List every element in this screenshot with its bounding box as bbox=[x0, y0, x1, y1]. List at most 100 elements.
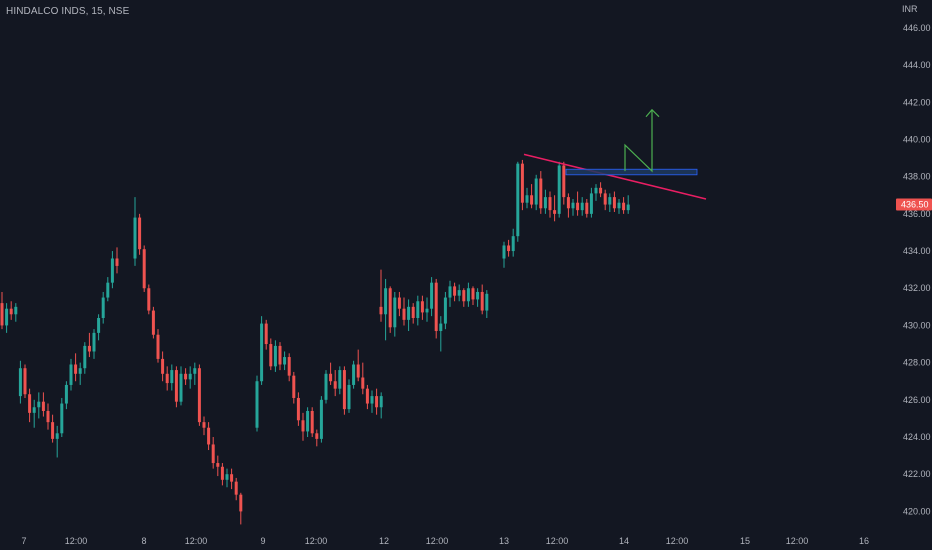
candle-body bbox=[37, 401, 41, 408]
last-price-label: 436.50 bbox=[901, 200, 929, 210]
candle-body bbox=[69, 364, 73, 385]
time-tick-label: 15 bbox=[740, 536, 750, 546]
candle-body bbox=[156, 334, 160, 359]
candles-layer bbox=[0, 159, 630, 525]
candle-body bbox=[525, 195, 529, 203]
price-tick-label: 424.00 bbox=[903, 432, 931, 442]
candle-body bbox=[142, 249, 146, 289]
candle-body bbox=[188, 373, 192, 380]
candle-body bbox=[502, 245, 506, 259]
candle-body bbox=[174, 370, 178, 402]
price-tick-label: 432.00 bbox=[903, 283, 931, 293]
candle-body bbox=[599, 187, 603, 194]
candle-body bbox=[83, 345, 87, 369]
candle-body bbox=[356, 364, 360, 378]
candle-body bbox=[347, 384, 351, 410]
candle-body bbox=[388, 288, 392, 328]
candle-body bbox=[193, 368, 197, 374]
candle-body bbox=[273, 345, 277, 367]
candle-body bbox=[397, 297, 401, 309]
supply-zone-rectangle[interactable] bbox=[565, 168, 698, 176]
candle-body bbox=[416, 301, 420, 318]
time-tick-label: 16 bbox=[859, 536, 869, 546]
candle-body bbox=[197, 368, 201, 423]
candle-body bbox=[260, 323, 264, 382]
candle-body bbox=[5, 308, 9, 326]
price-tick-label: 420.00 bbox=[903, 506, 931, 516]
candle-body bbox=[14, 306, 18, 315]
time-tick-label: 13 bbox=[499, 536, 509, 546]
candle-body bbox=[92, 332, 96, 352]
candle-body bbox=[239, 494, 243, 512]
candle-body bbox=[553, 210, 557, 214]
candle-body bbox=[370, 396, 374, 404]
candle-body bbox=[507, 245, 511, 252]
candle-body bbox=[60, 403, 64, 434]
candle-body bbox=[41, 401, 45, 411]
symbol-title[interactable]: HINDALCO INDS, 15, NSE bbox=[6, 6, 130, 17]
candle-body bbox=[562, 165, 566, 198]
candle-body bbox=[534, 178, 538, 205]
candle-body bbox=[342, 370, 346, 410]
candle-body bbox=[375, 396, 379, 408]
price-tick-label: 440.00 bbox=[903, 134, 931, 144]
price-tick-label: 426.00 bbox=[903, 395, 931, 405]
candle-body bbox=[255, 381, 259, 428]
candle-body bbox=[97, 318, 101, 333]
candle-body bbox=[230, 474, 234, 482]
candle-body bbox=[476, 291, 480, 300]
trendline[interactable] bbox=[523, 153, 707, 200]
candle-body bbox=[576, 202, 580, 211]
candle-body bbox=[202, 422, 206, 428]
candle-body bbox=[64, 384, 68, 404]
candle-body bbox=[480, 291, 484, 311]
time-tick-label: 12:00 bbox=[666, 536, 689, 546]
candle-body bbox=[55, 433, 59, 439]
candle-body bbox=[453, 286, 457, 296]
candle-body bbox=[161, 358, 165, 374]
candle-body bbox=[216, 463, 220, 467]
candle-body bbox=[411, 306, 415, 318]
candle-body bbox=[315, 433, 319, 439]
candle-body bbox=[220, 466, 224, 480]
candle-body bbox=[430, 282, 434, 309]
candle-body bbox=[543, 197, 547, 209]
projection-arrow-path[interactable] bbox=[624, 109, 653, 173]
candle-body bbox=[365, 388, 369, 404]
candle-body bbox=[283, 357, 287, 365]
candle-body bbox=[292, 375, 296, 398]
price-axis[interactable]: 446.00 444.00 442.00 440.00 438.00 436.00 434.… bbox=[896, 23, 932, 517]
candle-body bbox=[170, 370, 174, 384]
candle-body bbox=[379, 396, 383, 408]
candle-body bbox=[434, 282, 438, 332]
candle-body bbox=[402, 308, 406, 320]
candle-body bbox=[151, 310, 155, 335]
price-tick-label: 444.00 bbox=[903, 60, 931, 70]
candle-body bbox=[622, 202, 626, 211]
candle-body bbox=[379, 306, 383, 315]
candle-body bbox=[612, 197, 616, 209]
candle-body bbox=[51, 422, 55, 439]
candle-body bbox=[23, 368, 27, 395]
candle-body bbox=[407, 306, 411, 320]
time-tick-label: 8 bbox=[141, 536, 146, 546]
candle-body bbox=[110, 258, 114, 283]
time-tick-label: 12 bbox=[379, 536, 389, 546]
candle-body bbox=[211, 444, 215, 464]
candle-body bbox=[115, 258, 119, 266]
candle-body bbox=[352, 364, 356, 385]
time-axis[interactable]: 7 12:00 8 12:00 9 12:00 12 12:00 13 12:00 14 12:00 1… bbox=[21, 536, 869, 546]
candle-body bbox=[626, 204, 630, 211]
candle-body bbox=[46, 410, 50, 423]
candle-body bbox=[147, 288, 151, 311]
candle-body bbox=[207, 427, 211, 445]
candle-body bbox=[319, 399, 323, 439]
price-tick-label: 434.00 bbox=[903, 246, 931, 256]
drawings-layer[interactable] bbox=[523, 108, 707, 200]
candle-body bbox=[278, 345, 282, 365]
price-tick-label: 422.00 bbox=[903, 469, 931, 479]
time-tick-label: 12:00 bbox=[305, 536, 328, 546]
price-tick-label: 430.00 bbox=[903, 320, 931, 330]
